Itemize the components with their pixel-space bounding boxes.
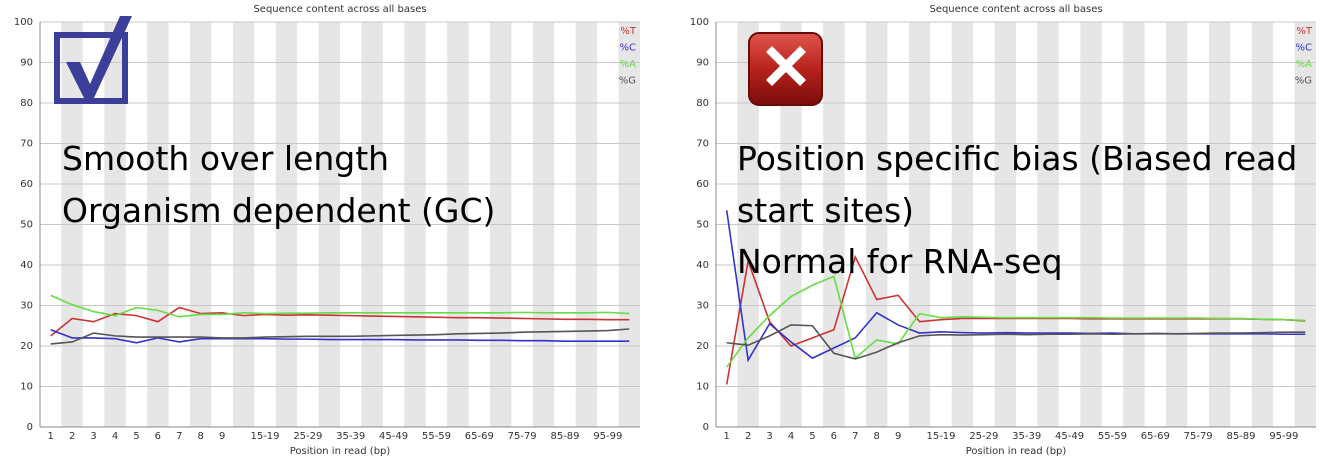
x-tick-label: 7 [176,431,182,442]
x-tick-label: 1 [724,431,730,442]
x-tick-label: 6 [155,431,161,442]
x-tick-label: 9 [895,431,901,442]
check-box [54,32,128,104]
legend-label: %G [619,76,636,87]
y-tick-label: 20 [696,341,709,352]
x-tick-label: 8 [198,431,204,442]
chart-left: 0 10 20 30 40 50 60 70 80 90 100 1 2 3 4 5 6 7 8 9 15-19 25-2… [14,4,640,457]
chart-title: Sequence content across all bases [253,4,426,15]
x-tick-label: 55-59 [1098,431,1127,442]
cross-icon [748,32,823,106]
legend-label: %T [620,26,637,37]
x-tick-label: 95-99 [593,431,622,442]
y-tick-label: 90 [20,58,33,69]
y-tick-label: 70 [696,139,709,150]
annotation: Normal for RNA-seq [737,242,1063,281]
x-tick-label: 75-79 [508,431,537,442]
annotation: Smooth over length [62,139,389,178]
x-tick-label: 25-29 [293,431,322,442]
x-tick-label: 65-69 [1141,431,1170,442]
cross-mark [766,46,806,86]
x-tick-label: 25-29 [969,431,998,442]
x-tick-label: 55-59 [422,431,451,442]
y-tick-label: 70 [20,139,33,150]
legend-label: %A [1296,59,1313,70]
series-line [50,329,630,344]
x-tick-label: 35-39 [1012,431,1041,442]
x-axis-label: Position in read (bp) [290,446,391,457]
x-tick-label: 85-89 [550,431,579,442]
x-tick-label: 4 [788,431,794,442]
x-tick-label: 3 [90,431,96,442]
series-line [726,275,1306,368]
y-tick-label: 80 [696,98,709,109]
x-tick-label: 4 [112,431,118,442]
legend-label: %A [620,59,637,70]
legend-label: %C [620,43,637,54]
x-axis-label: Position in read (bp) [966,446,1067,457]
y-tick-label: 0 [703,422,709,433]
x-tick-label: 15-19 [250,431,279,442]
y-tick-label: 30 [20,301,33,312]
y-tick-label: 80 [20,98,33,109]
annotation: Position specific bias (Biased read [737,139,1297,178]
legend-label: %T [1296,26,1313,37]
y-tick-label: 10 [20,382,33,393]
x-tick-label: 75-79 [1184,431,1213,442]
y-tick-label: 50 [696,220,709,231]
series-line [50,294,630,318]
x-tick-label: 1 [48,431,54,442]
x-tick-label: 85-89 [1226,431,1255,442]
annotation: start sites) [737,191,914,230]
x-tick-label: 35-39 [336,431,365,442]
check-icon [54,16,132,104]
x-tick-label: 15-19 [926,431,955,442]
x-tick-label: 6 [831,431,837,442]
chart-right: 0 10 20 30 40 50 60 70 80 90 100 1 2 3 4 5 6 7 8 9 15-19 25-2… [690,4,1316,457]
y-tick-label: 60 [696,179,709,190]
x-tick-label: 2 [69,431,75,442]
check-mark [66,16,132,100]
x-tick-label: 3 [766,431,772,442]
legend-label: %C [1296,43,1313,54]
x-tick-label: 5 [133,431,139,442]
y-tick-label: 60 [20,179,33,190]
y-tick-label: 40 [20,260,33,271]
chart-title: Sequence content across all bases [929,4,1102,15]
y-tick-label: 0 [27,422,33,433]
x-tick-label: 65-69 [465,431,494,442]
y-tick-label: 100 [14,17,33,28]
y-tick-label: 90 [696,58,709,69]
x-tick-label: 2 [745,431,751,442]
series-line [50,306,630,337]
y-tick-label: 100 [690,17,709,28]
y-tick-label: 10 [696,382,709,393]
x-tick-label: 5 [809,431,815,442]
annotation: Organism dependent (GC) [62,191,495,230]
series-line [726,324,1306,360]
x-tick-label: 9 [219,431,225,442]
y-tick-label: 30 [696,301,709,312]
x-tick-label: 7 [852,431,858,442]
x-tick-label: 95-99 [1269,431,1298,442]
y-tick-label: 40 [696,260,709,271]
x-tick-label: 45-49 [379,431,408,442]
y-tick-label: 20 [20,341,33,352]
legend-label: %G [1295,76,1312,87]
series-line [50,328,630,345]
y-tick-label: 50 [20,220,33,231]
x-tick-label: 45-49 [1055,431,1084,442]
x-tick-label: 8 [874,431,880,442]
